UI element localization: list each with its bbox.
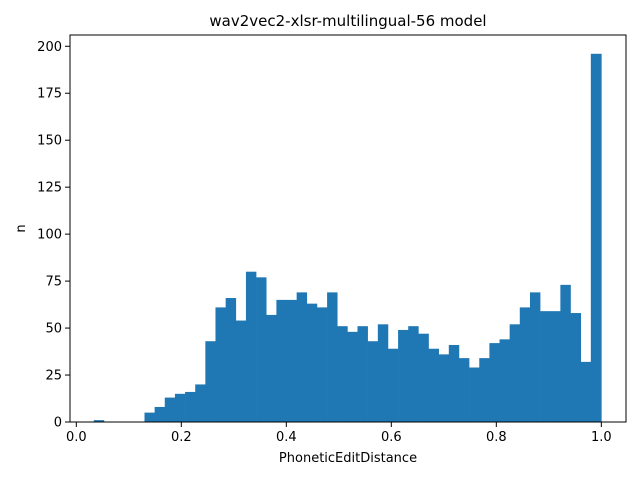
histogram-bar bbox=[489, 343, 500, 422]
histogram-bar bbox=[418, 333, 429, 422]
histogram-bar bbox=[337, 326, 348, 422]
plot-area-border bbox=[69, 34, 627, 423]
x-tick-label: 0.4 bbox=[276, 430, 297, 445]
histogram-bar bbox=[306, 303, 318, 422]
histogram-bar bbox=[174, 393, 186, 422]
x-tick-label: 0.6 bbox=[381, 430, 402, 445]
x-axis-ticks: 0.0 0.2 0.4 0.6 0.8 1.0 bbox=[66, 422, 612, 445]
histogram-bar bbox=[195, 384, 206, 422]
histogram-bar bbox=[93, 420, 105, 422]
histogram-bar bbox=[550, 311, 561, 422]
y-tick-label: 175 bbox=[37, 87, 62, 102]
histogram-bar bbox=[286, 299, 297, 422]
histogram-bar bbox=[367, 341, 379, 422]
histogram-bar bbox=[215, 307, 226, 422]
histogram-bar bbox=[327, 292, 338, 422]
y-tick-label: 150 bbox=[37, 134, 62, 149]
histogram-bar bbox=[235, 320, 247, 422]
histogram-bar bbox=[458, 358, 470, 422]
histogram-bar bbox=[316, 307, 328, 422]
histogram-bar bbox=[245, 271, 257, 422]
histogram-bar bbox=[428, 348, 439, 422]
x-tick-label: 1.0 bbox=[591, 430, 612, 445]
y-tick-label: 125 bbox=[37, 181, 62, 196]
histogram-bar bbox=[590, 53, 602, 422]
y-axis-ticks: 0 25 50 75 100 125 150 175 200 bbox=[37, 40, 70, 431]
histogram-bar bbox=[144, 412, 155, 422]
y-tick-label: 25 bbox=[45, 369, 62, 384]
histogram-bar bbox=[408, 326, 419, 422]
histogram-bar bbox=[266, 314, 277, 422]
histogram-bar bbox=[347, 331, 358, 422]
histogram-bar bbox=[509, 324, 521, 422]
histogram-bar bbox=[529, 292, 541, 422]
y-tick-label: 75 bbox=[45, 275, 62, 290]
histogram-bar bbox=[570, 313, 581, 422]
histogram-bar bbox=[560, 284, 571, 422]
axes-frame bbox=[69, 34, 627, 423]
y-axis-label: n bbox=[14, 224, 29, 232]
x-tick-label: 0.8 bbox=[486, 430, 507, 445]
histogram-bar bbox=[438, 354, 450, 422]
histogram-bar bbox=[164, 397, 176, 422]
histogram-bar bbox=[154, 406, 166, 422]
x-tick-label: 0.0 bbox=[66, 430, 87, 445]
histogram-bar bbox=[276, 299, 287, 422]
histogram-bar bbox=[205, 341, 216, 422]
y-tick-label: 50 bbox=[45, 322, 62, 337]
histogram-bar bbox=[377, 324, 389, 422]
histogram-bar bbox=[519, 307, 531, 422]
x-axis-label: PhoneticEditDistance bbox=[279, 451, 417, 466]
histogram-bar bbox=[499, 339, 510, 422]
histogram-bar bbox=[357, 326, 368, 422]
y-tick-label: 200 bbox=[37, 40, 62, 55]
histogram-bar bbox=[185, 391, 196, 422]
histogram-bar bbox=[448, 344, 460, 422]
y-tick-label: 0 bbox=[54, 416, 62, 431]
histogram-bar bbox=[398, 329, 409, 422]
histogram-bar bbox=[469, 367, 480, 422]
histogram-bar bbox=[580, 361, 592, 422]
y-tick-label: 100 bbox=[37, 228, 62, 243]
histogram-bar bbox=[296, 292, 308, 422]
histogram-bar bbox=[479, 358, 490, 422]
x-tick-label: 0.2 bbox=[171, 430, 192, 445]
histogram-bars bbox=[93, 53, 602, 422]
histogram-bar bbox=[256, 277, 267, 422]
histogram-bar bbox=[387, 348, 399, 422]
chart-title: wav2vec2-xlsr-multilingual-56 model bbox=[209, 12, 486, 30]
histogram-bar bbox=[225, 298, 237, 422]
histogram-bar bbox=[540, 311, 551, 422]
